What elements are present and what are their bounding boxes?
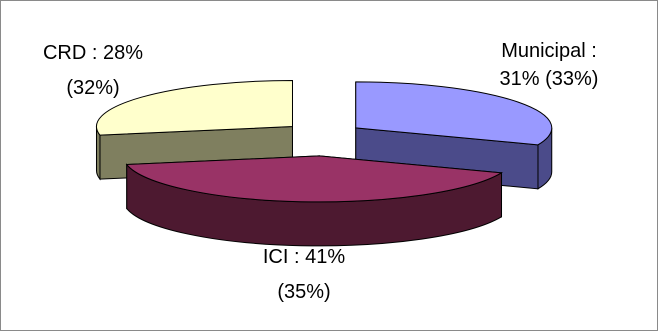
slice-label-municipal: Municipal : 31% (33%): [500, 40, 599, 90]
pie-slices: [95, 80, 553, 247]
slice-label-ici-line2: (35%): [277, 281, 330, 303]
slice-label-crd-line1: CRD : 28%: [43, 42, 143, 64]
slice-label-ici-line1: ICI : 41%: [263, 246, 345, 268]
slice-label-crd: CRD : 28% (32%): [43, 42, 143, 99]
slice-label-municipal-line2: 31% (33%): [500, 68, 599, 90]
slice-crd-top: [96, 80, 293, 136]
slice-label-municipal-line1: Municipal :: [501, 40, 597, 62]
slice-label-ici: ICI : 41% (35%): [263, 246, 345, 303]
slice-municipal-top: [355, 81, 553, 146]
slice-ici-top: [125, 155, 504, 203]
slice-label-crd-line2: (32%): [66, 77, 119, 99]
